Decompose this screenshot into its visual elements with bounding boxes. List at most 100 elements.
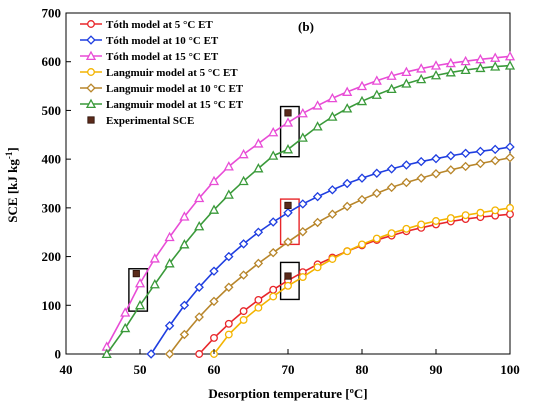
data-point [238, 175, 249, 186]
data-point [282, 117, 294, 127]
data-point [490, 52, 501, 62]
data-point [386, 164, 397, 174]
x-tick-label: 50 [134, 362, 147, 377]
data-point [298, 199, 308, 209]
data-point [371, 75, 382, 85]
data-point [386, 70, 397, 80]
legend-label: Langmuir model at 5 °C ET [106, 67, 238, 79]
data-point [357, 173, 367, 183]
data-point [490, 144, 500, 155]
experimental-point [284, 272, 292, 280]
y-tick-label: 200 [42, 249, 62, 264]
x-axis-title: Desorption temperature [ºC] [208, 386, 367, 401]
experimental-point [132, 270, 140, 278]
data-point [504, 60, 516, 70]
data-point [313, 263, 322, 272]
data-point [328, 255, 337, 263]
data-point [298, 227, 308, 237]
data-point [179, 329, 190, 340]
data-point [490, 155, 500, 166]
data-point [356, 80, 368, 91]
data-point [327, 111, 338, 121]
data-point [386, 83, 397, 94]
data-point [268, 247, 278, 258]
legend-marker [86, 35, 96, 45]
legend: Tóth model at 5 °C ET Tóth model at 10 °C… [80, 19, 244, 127]
data-point [372, 234, 381, 243]
data-point [506, 203, 514, 212]
data-point [254, 303, 263, 312]
experimental-layer [132, 109, 292, 280]
legend-label: Langmuir model at 15 °C ET [106, 99, 244, 111]
series-group [164, 152, 515, 359]
data-point [475, 158, 486, 169]
data-point [269, 292, 278, 301]
data-point [298, 273, 307, 281]
data-point [120, 307, 131, 317]
legend-item: Langmuir model at 10 °C ET [80, 83, 244, 95]
data-point [224, 251, 234, 262]
data-point [475, 62, 486, 73]
data-point [356, 95, 368, 106]
data-point [134, 299, 146, 310]
legend-item: Langmuir model at 5 °C ET [80, 67, 238, 79]
data-point [505, 142, 515, 152]
data-point [224, 319, 233, 328]
legend-item: Langmuir model at 15 °C ET [80, 98, 244, 111]
legend-marker [85, 98, 97, 109]
data-point [327, 185, 338, 195]
legend-label: Tóth model at 5 °C ET [106, 19, 213, 31]
x-tick-label: 100 [500, 362, 520, 377]
data-point [342, 103, 353, 113]
legend-marker [87, 20, 95, 28]
data-point [416, 173, 426, 183]
data-point [342, 201, 352, 212]
data-point [357, 194, 367, 205]
data-point [401, 177, 412, 188]
data-point [312, 191, 323, 202]
data-point [416, 156, 426, 167]
data-point [475, 53, 486, 64]
data-point [253, 138, 264, 148]
data-point [253, 163, 264, 173]
data-point [312, 121, 323, 131]
data-point [476, 208, 485, 217]
series-layer [101, 50, 516, 359]
legend-marker [87, 116, 95, 124]
x-tick-label: 70 [282, 362, 295, 377]
series-line [105, 55, 511, 348]
data-point [491, 206, 500, 215]
data-point [445, 57, 456, 68]
data-point [253, 258, 264, 269]
data-point [460, 64, 471, 75]
y-axis-title-sup: -1 [4, 151, 14, 159]
data-point [312, 217, 323, 228]
data-point [238, 270, 249, 280]
data-point [164, 349, 175, 359]
data-point [460, 55, 471, 66]
data-point [194, 282, 204, 292]
data-point [297, 132, 308, 142]
series-line [106, 64, 511, 355]
y-tick-label: 500 [42, 103, 62, 118]
series-group [210, 203, 514, 358]
data-point [283, 208, 293, 218]
data-point [149, 253, 160, 263]
data-point [312, 100, 323, 110]
y-tick-label: 100 [42, 298, 62, 313]
data-point [269, 285, 278, 294]
experimental-point [284, 201, 292, 210]
y-tick-label: 600 [42, 54, 62, 69]
data-point [179, 211, 190, 221]
data-point [283, 237, 293, 247]
legend-label: Langmuir model at 10 °C ET [106, 83, 244, 95]
legend-label: Experimental SCE [106, 115, 194, 127]
legend-item: Experimental SCE [87, 115, 194, 127]
data-point [445, 67, 456, 77]
data-point [268, 217, 278, 227]
data-point [460, 161, 471, 172]
y-axis-title-main: SCE [kJ kg [5, 159, 20, 223]
ticks-layer: 40 50 60 70 80 90 100 0 100 200 300 400 500 600 700 [42, 6, 520, 378]
x-tick-label: 40 [60, 362, 73, 377]
data-point [284, 281, 292, 290]
